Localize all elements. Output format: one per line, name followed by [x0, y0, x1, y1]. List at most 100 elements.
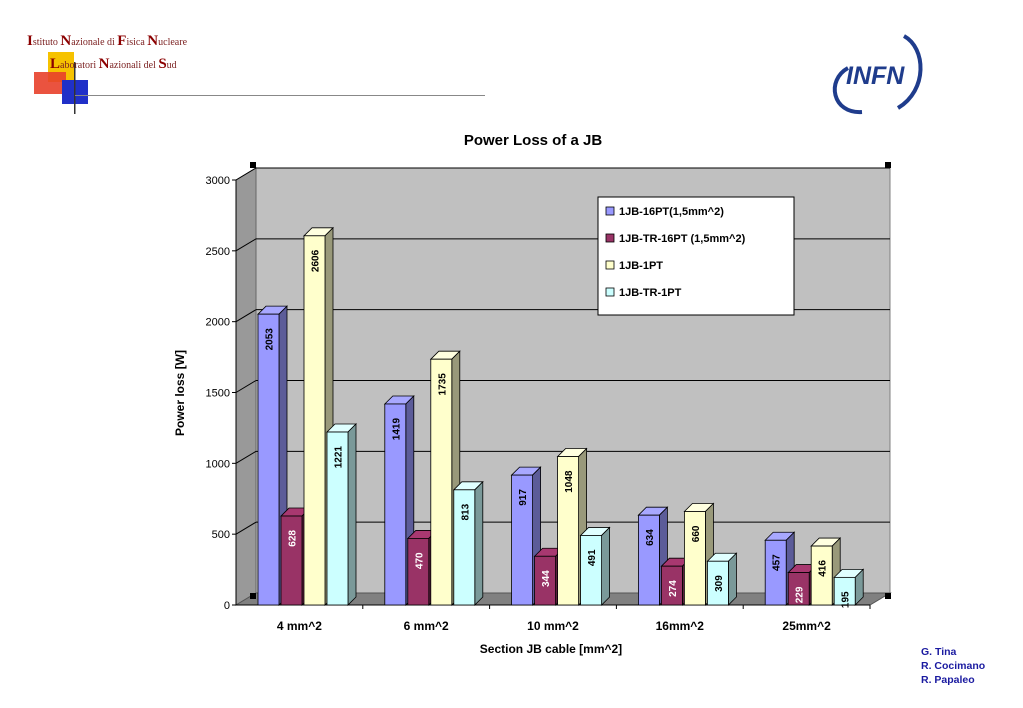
y-tick-label: 2500 [206, 246, 230, 258]
bar [407, 538, 430, 606]
data-label: 1735 [437, 373, 448, 396]
legend-label: 1JB-1PT [619, 260, 663, 272]
credits: G. Tina R. Cocimano R. Papaleo [921, 645, 985, 687]
bar-side [347, 423, 357, 606]
bar [257, 313, 280, 606]
data-label: 195 [841, 591, 852, 608]
data-label: 2606 [311, 249, 322, 272]
data-label: 416 [818, 560, 829, 577]
x-tick-label: 16mm^2 [656, 619, 705, 633]
gridline-diagonal [235, 309, 257, 323]
data-label: 813 [460, 503, 471, 520]
institute-text-part: L [50, 56, 61, 72]
institute-text-part: N [60, 33, 72, 49]
institute-text-part: aboratori [60, 60, 99, 71]
bar [638, 514, 660, 606]
institute-text-part: stituto [32, 37, 61, 48]
data-label: 1221 [334, 446, 345, 469]
bar [326, 431, 349, 606]
x-tick-label: 10 mm^2 [527, 619, 579, 633]
bar [684, 511, 706, 606]
y-tick-label: 1000 [206, 458, 230, 470]
institute-name-line2: Laboratori Nazionali del Sud [50, 56, 177, 73]
data-label: 491 [587, 549, 598, 566]
infn-logo-text: INFN [846, 62, 905, 90]
gridline-diagonal [235, 167, 257, 181]
institute-text-part: N [147, 33, 159, 49]
bar [280, 515, 303, 606]
data-label: 457 [772, 554, 783, 571]
legend-swatch [605, 287, 615, 297]
y-tick-label: 1500 [206, 388, 230, 400]
bar [534, 555, 556, 606]
bar [384, 403, 407, 606]
legend-label: 1JB-TR-1PT [619, 287, 682, 299]
credit-name: R. Cocimano [921, 660, 986, 672]
bar [661, 565, 683, 606]
bar [511, 474, 534, 606]
frame-handle [885, 162, 891, 168]
data-label: 628 [288, 530, 299, 547]
chart-title: Power Loss of a JB [464, 132, 603, 149]
bar [430, 358, 453, 606]
data-label: 634 [645, 529, 656, 546]
y-tick-label: 3000 [206, 175, 230, 187]
bar [810, 545, 833, 606]
frame-handle [250, 162, 256, 168]
legend-swatch [605, 260, 615, 270]
data-label: 274 [668, 580, 679, 597]
bar [580, 535, 602, 606]
x-tick-label: 4 mm^2 [277, 619, 322, 633]
bar [453, 489, 476, 606]
legend: 1JB-16PT(1,5mm^2) 1JB-TR-16PT (1,5mm^2) 1J… [597, 196, 795, 316]
data-label: 2053 [265, 328, 276, 351]
legend-label: 1JB-16PT(1,5mm^2) [619, 206, 724, 218]
legend-label: 1JB-TR-16PT (1,5mm^2) [619, 233, 746, 245]
data-label: 229 [795, 586, 806, 603]
bar-side [601, 526, 610, 606]
frame-handle [250, 593, 256, 599]
bar [833, 576, 856, 606]
legend-box [597, 196, 795, 316]
institute-text-part: isica [126, 37, 148, 48]
bar-side [474, 480, 484, 606]
institute-text-part: ucleare [158, 37, 188, 48]
institute-text-part: azionale di [71, 37, 118, 48]
bar [303, 235, 326, 606]
header-divider [75, 95, 485, 96]
y-tick-label: 0 [224, 600, 230, 612]
data-label: 309 [714, 575, 725, 592]
x-axis-label: Section JB cable [mm^2] [480, 642, 622, 656]
x-tick-label: 6 mm^2 [404, 619, 449, 633]
legend-swatch [605, 233, 615, 243]
data-label: 660 [691, 525, 702, 542]
gridline-diagonal [235, 380, 257, 393]
gridline-diagonal [235, 450, 257, 464]
data-label: 470 [414, 552, 425, 569]
x-tick-label: 25mm^2 [782, 619, 831, 633]
gridline-diagonal [235, 521, 257, 535]
credit-name: R. Papaleo [921, 674, 975, 686]
legend-swatch [605, 206, 615, 216]
gridline-diagonal [235, 238, 257, 252]
data-label: 917 [518, 489, 529, 506]
institute-logo: Istituto Nazionale di Fisica Nucleare La… [0, 0, 500, 120]
institute-text-part: F [117, 33, 127, 49]
bar [707, 560, 729, 606]
y-tick-label: 500 [212, 529, 230, 541]
y-tick-label: 2000 [206, 317, 230, 329]
bar-side [728, 552, 737, 606]
data-label: 344 [541, 570, 552, 587]
bar [787, 572, 810, 606]
institute-text-part: azionali del [109, 60, 159, 71]
credit-name: G. Tina [921, 646, 957, 658]
infn-logo: INFN [832, 34, 923, 115]
institute-text-part: N [98, 56, 110, 72]
y-axis-label: Power loss [W] [173, 350, 187, 436]
institute-name-line1: Istituto Nazionale di Fisica Nucleare [27, 33, 187, 50]
data-label: 1048 [564, 470, 575, 493]
frame-handle [885, 593, 891, 599]
institute-logo-graphic [34, 52, 88, 114]
institute-text-part: ud [166, 60, 177, 71]
